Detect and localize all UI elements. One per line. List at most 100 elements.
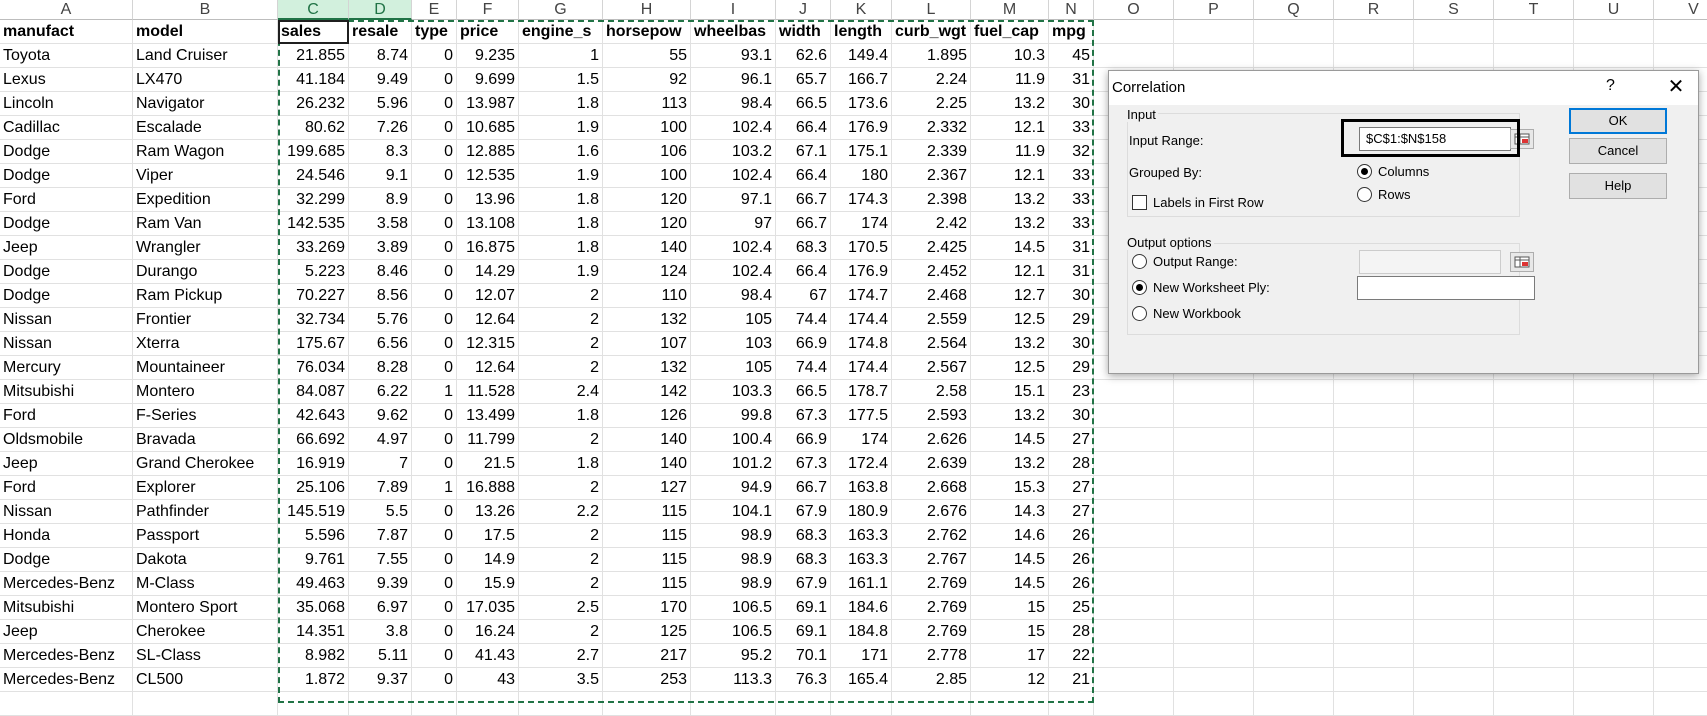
table-cell[interactable]: Dodge [0,140,133,164]
table-cell[interactable]: 104.1 [691,500,776,524]
table-cell[interactable]: CL500 [133,668,278,692]
table-cell[interactable]: 113.3 [691,668,776,692]
table-cell[interactable]: 41.43 [457,644,519,668]
table-cell[interactable]: 0 [412,260,457,284]
column-header-S[interactable]: S [1414,0,1494,20]
table-cell[interactable]: 149.4 [831,44,892,68]
table-cell[interactable]: 14.29 [457,260,519,284]
table-cell[interactable]: 0 [412,524,457,548]
table-cell[interactable]: 67.1 [776,140,831,164]
empty-cell[interactable] [1094,572,1174,596]
table-cell[interactable]: 8.46 [349,260,412,284]
table-cell[interactable]: 99.8 [691,404,776,428]
table-cell[interactable]: 10.685 [457,116,519,140]
empty-cell[interactable] [1334,644,1414,668]
table-cell[interactable]: 12.5 [971,356,1049,380]
table-cell[interactable]: LX470 [133,68,278,92]
table-cell[interactable]: 115 [603,524,691,548]
empty-cell[interactable] [1174,572,1254,596]
empty-cell[interactable] [1094,620,1174,644]
table-cell[interactable]: 2 [519,428,603,452]
empty-cell[interactable] [1254,500,1334,524]
table-cell[interactable]: 13.26 [457,500,519,524]
table-cell[interactable]: Ford [0,188,133,212]
table-cell[interactable]: 2.24 [892,68,971,92]
output-range-radio[interactable] [1132,254,1147,269]
table-cell[interactable]: 22 [1049,644,1094,668]
table-cell[interactable]: 0 [412,620,457,644]
table-cell[interactable]: 33.269 [278,236,349,260]
table-cell[interactable]: 1.8 [519,212,603,236]
table-cell[interactable]: Honda [0,524,133,548]
table-cell[interactable]: Ram Wagon [133,140,278,164]
column-header-T[interactable]: T [1494,0,1574,20]
table-cell[interactable]: Oldsmobile [0,428,133,452]
empty-cell[interactable] [1574,476,1654,500]
empty-cell[interactable] [1654,620,1707,644]
table-cell[interactable]: 30 [1049,284,1094,308]
header-cell[interactable]: mpg [1049,20,1094,44]
table-cell[interactable]: 0 [412,356,457,380]
empty-cell[interactable] [1654,572,1707,596]
empty-cell[interactable] [1334,668,1414,692]
table-cell[interactable]: 68.3 [776,524,831,548]
table-cell[interactable]: 67.9 [776,500,831,524]
table-cell[interactable]: Lincoln [0,92,133,116]
table-cell[interactable]: Bravada [133,428,278,452]
empty-cell[interactable] [1574,548,1654,572]
table-cell[interactable]: 67.3 [776,452,831,476]
header-cell[interactable]: engine_s [519,20,603,44]
empty-cell[interactable] [1254,572,1334,596]
empty-cell[interactable] [1254,668,1334,692]
empty-cell[interactable] [1254,20,1334,44]
table-cell[interactable]: 26 [1049,572,1094,596]
table-cell[interactable]: 13.499 [457,404,519,428]
empty-cell[interactable] [1174,20,1254,44]
column-header-G[interactable]: G [519,0,603,20]
empty-cell[interactable] [412,692,457,716]
table-cell[interactable]: 98.9 [691,548,776,572]
table-cell[interactable]: 5.11 [349,644,412,668]
table-cell[interactable]: 62.6 [776,44,831,68]
table-cell[interactable]: 0 [412,500,457,524]
table-cell[interactable]: 28 [1049,452,1094,476]
table-cell[interactable]: 11.799 [457,428,519,452]
table-cell[interactable]: 21.5 [457,452,519,476]
table-cell[interactable]: 17.5 [457,524,519,548]
table-cell[interactable]: 174.7 [831,284,892,308]
table-cell[interactable]: 0 [412,572,457,596]
empty-cell[interactable] [1494,44,1574,68]
table-cell[interactable]: Mercedes-Benz [0,668,133,692]
empty-cell[interactable] [1494,620,1574,644]
empty-cell[interactable] [1574,524,1654,548]
empty-cell[interactable] [691,692,776,716]
table-cell[interactable]: 2.769 [892,572,971,596]
table-cell[interactable]: Xterra [133,332,278,356]
table-cell[interactable]: 12.07 [457,284,519,308]
empty-cell[interactable] [1654,668,1707,692]
table-cell[interactable]: 66.4 [776,116,831,140]
new-workbook-radio[interactable] [1132,306,1147,321]
table-cell[interactable]: 217 [603,644,691,668]
table-cell[interactable]: 43 [457,668,519,692]
table-cell[interactable]: 145.519 [278,500,349,524]
table-cell[interactable]: 16.888 [457,476,519,500]
table-cell[interactable]: 12 [971,668,1049,692]
output-range-collapse-button[interactable] [1510,252,1534,272]
table-cell[interactable]: 2.58 [892,380,971,404]
header-cell[interactable]: type [412,20,457,44]
column-header-C[interactable]: C [278,0,349,20]
table-cell[interactable]: Mountaineer [133,356,278,380]
table-cell[interactable]: 2.769 [892,596,971,620]
empty-cell[interactable] [1414,20,1494,44]
table-cell[interactable]: 66.5 [776,380,831,404]
empty-cell[interactable] [1334,572,1414,596]
table-cell[interactable]: 106.5 [691,620,776,644]
empty-cell[interactable] [1334,548,1414,572]
table-cell[interactable]: 26.232 [278,92,349,116]
table-cell[interactable]: 12.7 [971,284,1049,308]
empty-cell[interactable] [1094,668,1174,692]
empty-cell[interactable] [1574,620,1654,644]
new-worksheet-radio[interactable] [1132,280,1147,295]
empty-cell[interactable] [1494,404,1574,428]
